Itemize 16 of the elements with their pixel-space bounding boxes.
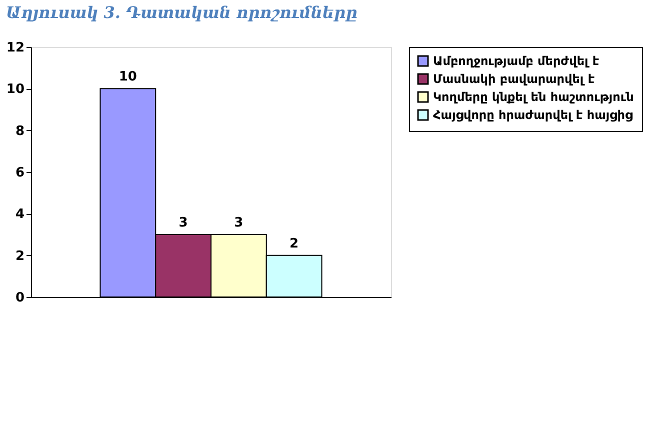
legend-label: Ամբողջությամբ մերժվել է bbox=[433, 54, 600, 68]
y-tick-label: 0 bbox=[15, 290, 24, 306]
data-label: 2 bbox=[290, 236, 299, 252]
data-label: 3 bbox=[234, 216, 244, 230]
legend-label: Մասնակի բավարարվել է bbox=[433, 72, 595, 86]
y-tick-label: 10 bbox=[6, 82, 24, 98]
legend-label: Հայցվորը հրաժարվել է հայցից bbox=[433, 108, 633, 122]
y-tick-label: 6 bbox=[15, 166, 24, 180]
legend-label: Կողմերը կնքել են հաշտություն bbox=[433, 90, 634, 104]
data-label: 3 bbox=[178, 216, 188, 230]
y-tick-label: 2 bbox=[15, 248, 24, 264]
y-tick-label: 12 bbox=[6, 40, 24, 56]
y-tick-label: 4 bbox=[15, 207, 24, 222]
chart-title: Աղյուսակ 3. Դատական որոշումները bbox=[6, 3, 358, 22]
y-tick-label: 8 bbox=[15, 124, 24, 139]
data-label: 10 bbox=[118, 70, 137, 85]
